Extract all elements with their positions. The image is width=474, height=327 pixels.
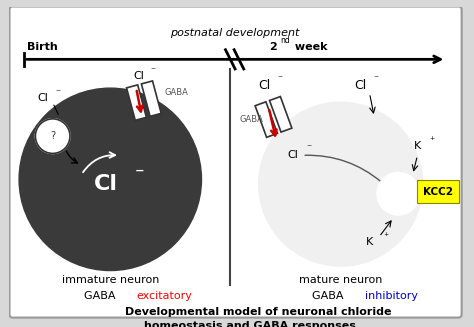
Text: Cl: Cl: [354, 79, 366, 92]
Text: mature neuron: mature neuron: [299, 275, 383, 285]
Text: inhibitory: inhibitory: [365, 291, 418, 301]
Text: GABA: GABA: [240, 115, 264, 124]
Polygon shape: [127, 85, 146, 120]
Text: 2: 2: [269, 42, 276, 52]
Text: K: K: [414, 141, 421, 151]
Text: GABA: GABA: [84, 291, 119, 301]
Text: Birth: Birth: [27, 42, 57, 52]
Text: Cl: Cl: [134, 71, 145, 81]
Text: ⁻: ⁻: [374, 75, 379, 84]
Text: Developmental model of neuronal chloride: Developmental model of neuronal chloride: [125, 307, 391, 317]
Text: K: K: [366, 237, 373, 247]
Text: Cl: Cl: [37, 93, 48, 103]
Polygon shape: [270, 96, 292, 132]
Text: week: week: [291, 42, 327, 52]
Text: postnatal development: postnatal development: [170, 28, 300, 38]
Circle shape: [19, 88, 201, 270]
FancyBboxPatch shape: [417, 180, 459, 203]
Text: excitatory: excitatory: [136, 291, 192, 301]
Text: ?: ?: [50, 131, 55, 141]
Text: Cl: Cl: [258, 79, 270, 92]
Circle shape: [377, 173, 419, 215]
Text: ⁺: ⁺: [429, 136, 435, 146]
FancyBboxPatch shape: [9, 7, 462, 318]
Polygon shape: [141, 81, 161, 116]
Text: immature neuron: immature neuron: [62, 275, 159, 285]
Text: nd: nd: [280, 36, 290, 45]
Text: ⁻: ⁻: [134, 165, 144, 183]
Circle shape: [259, 103, 422, 266]
Circle shape: [36, 119, 70, 153]
Text: ⁺: ⁺: [383, 232, 388, 242]
Polygon shape: [255, 102, 277, 137]
Text: Cl: Cl: [93, 174, 118, 194]
Text: ⁻: ⁻: [55, 88, 60, 98]
Text: GABA: GABA: [312, 291, 347, 301]
Text: ⁻: ⁻: [150, 66, 155, 76]
Text: GABA: GABA: [165, 88, 189, 97]
Text: Cl: Cl: [287, 150, 298, 160]
Text: ⁻: ⁻: [278, 75, 283, 84]
Text: KCC2: KCC2: [423, 187, 453, 197]
Text: ⁻: ⁻: [306, 144, 311, 154]
Text: homeostasis and GABA responses: homeostasis and GABA responses: [144, 321, 356, 327]
